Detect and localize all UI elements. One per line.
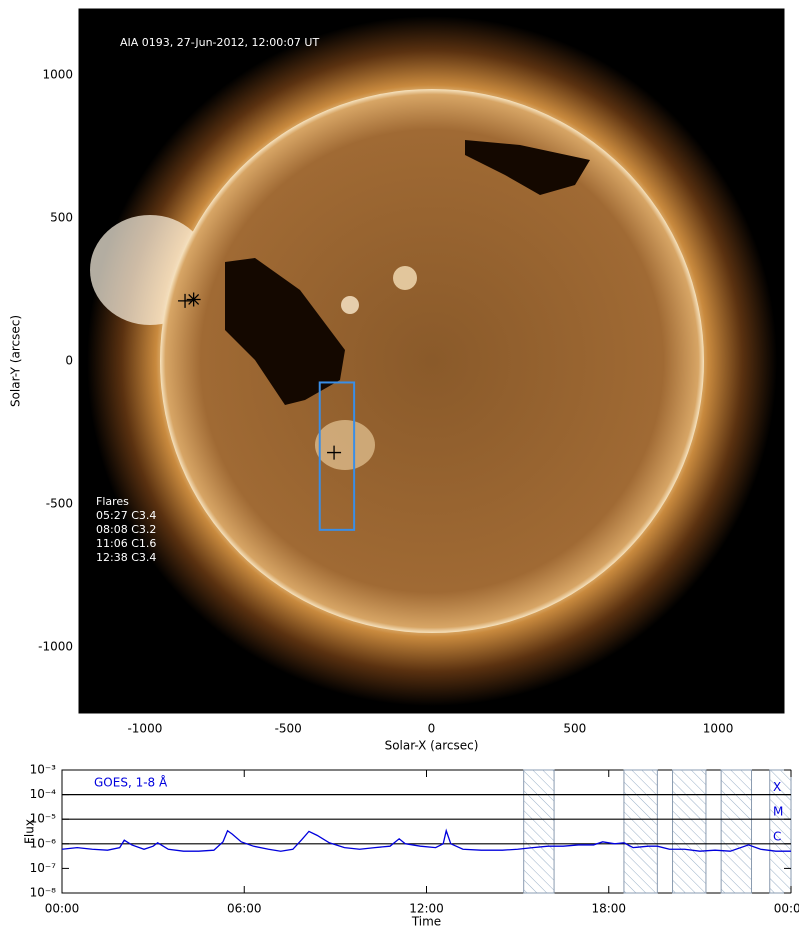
y-tick-label: 0 bbox=[65, 354, 73, 368]
annotation: 11:06 C1.6 bbox=[96, 537, 156, 550]
y-axis-label: Solar-Y (arcsec) bbox=[9, 315, 23, 407]
y-tick-label: -1000 bbox=[38, 640, 73, 654]
annotation: 08:08 C3.2 bbox=[96, 523, 156, 536]
shaded-period bbox=[523, 769, 555, 894]
y-tick-label: 10⁻⁷ bbox=[30, 861, 57, 875]
x-tick-label: 00:00 bbox=[45, 902, 80, 916]
x-tick-label: -1000 bbox=[127, 722, 162, 736]
solar-image bbox=[79, 9, 784, 713]
x-tick-label: 06:00 bbox=[227, 902, 262, 916]
annotation: Flares bbox=[96, 495, 129, 508]
x-tick-label: 500 bbox=[563, 722, 586, 736]
x-tick-label: 18:00 bbox=[591, 902, 626, 916]
annotation: 12:38 C3.4 bbox=[96, 551, 156, 564]
shaded-period bbox=[720, 769, 753, 894]
x-tick-label: -500 bbox=[275, 722, 302, 736]
y-axis-label: Flux bbox=[23, 819, 37, 844]
marker bbox=[327, 445, 342, 460]
level-label: C bbox=[773, 829, 781, 843]
flux-line bbox=[61, 828, 791, 852]
shaded-period bbox=[769, 769, 792, 894]
annotation: GOES, 1-8 Å bbox=[94, 775, 168, 790]
y-tick-label: 10⁻⁸ bbox=[30, 886, 57, 900]
x-tick-label: 00:00 bbox=[774, 902, 799, 916]
marker bbox=[186, 292, 201, 307]
y-tick-label: 1000 bbox=[42, 67, 73, 81]
x-axis-label: Solar-X (arcsec) bbox=[385, 739, 479, 753]
shaded-period bbox=[672, 769, 707, 894]
x-tick-label: 1000 bbox=[703, 722, 734, 736]
image-title: AIA 0193, 27-Jun-2012, 12:00:07 UT bbox=[120, 36, 319, 49]
y-tick-label: 10⁻⁴ bbox=[30, 787, 57, 801]
annotation: 05:27 C3.4 bbox=[96, 509, 156, 522]
marker bbox=[178, 293, 193, 308]
x-axis-label: Time bbox=[411, 915, 441, 929]
shaded-period bbox=[623, 769, 658, 894]
level-label: M bbox=[773, 805, 783, 819]
region-box bbox=[318, 381, 356, 531]
level-label: X bbox=[773, 780, 781, 794]
y-tick-label: -500 bbox=[46, 497, 73, 511]
x-tick-label: 0 bbox=[428, 722, 436, 736]
x-tick-label: 12:00 bbox=[409, 902, 444, 916]
y-tick-label: 10⁻³ bbox=[30, 763, 57, 777]
y-tick-label: 10⁻⁶ bbox=[30, 836, 57, 850]
y-tick-label: 10⁻⁵ bbox=[30, 812, 57, 826]
y-tick-label: 500 bbox=[50, 210, 73, 224]
